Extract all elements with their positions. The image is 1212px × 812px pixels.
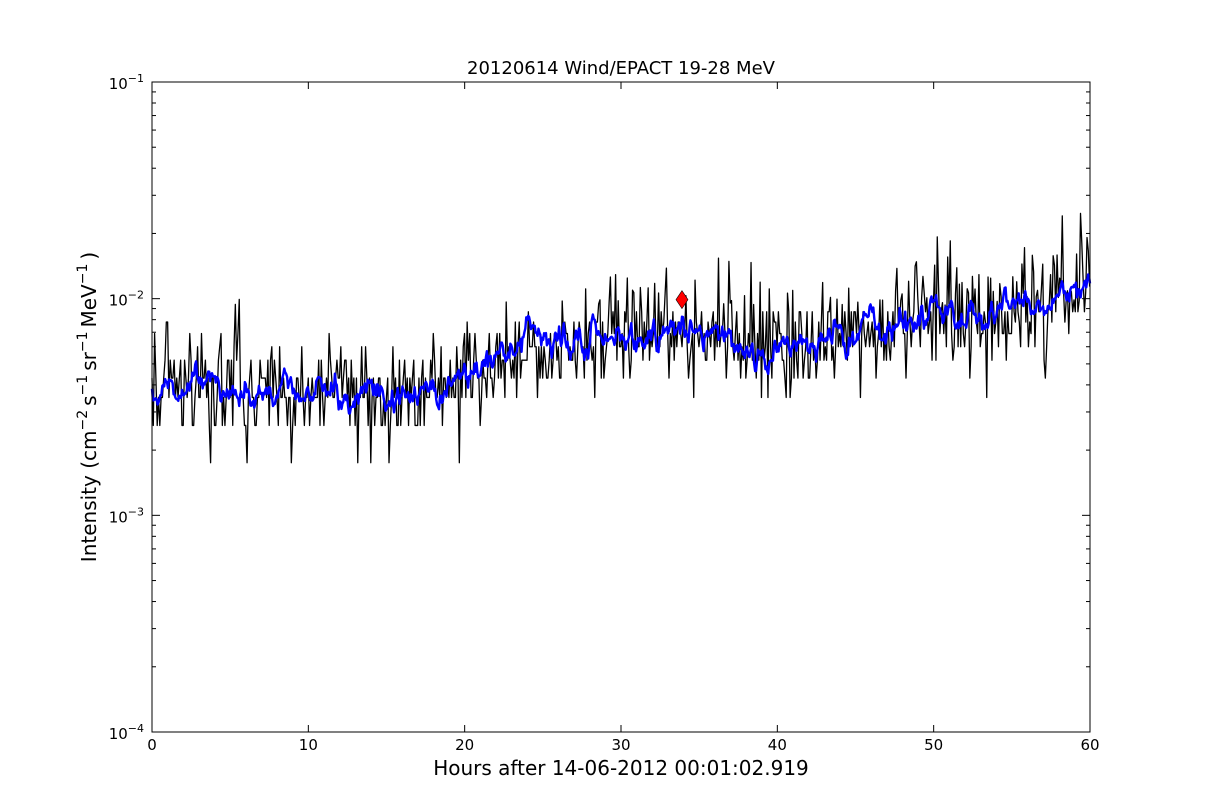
chart-title: 20120614 Wind/EPACT 19-28 MeV xyxy=(467,58,776,79)
smoothed-intensity-series-line xyxy=(150,273,1092,415)
x-tick-labels: 0 10 20 30 40 50 60 xyxy=(147,736,1099,754)
y-label-exp: −1 xyxy=(75,375,91,396)
y-label-exp: −2 xyxy=(75,410,91,431)
x-axis-label: Hours after 14-06-2012 00:01:02.919 xyxy=(433,756,809,780)
y-tick-label: 10−3 xyxy=(109,505,144,526)
y-label-unit: s xyxy=(77,395,101,405)
x-tick-label: 30 xyxy=(611,736,630,754)
tick-layer xyxy=(151,81,1091,733)
y-label-unit: sr xyxy=(77,351,101,370)
y-tick-label: 10−1 xyxy=(109,72,144,93)
x-tick-label: 50 xyxy=(924,736,943,754)
x-tick-label: 10 xyxy=(299,736,318,754)
y-label-exp: −1 xyxy=(75,332,91,353)
raw-intensity-series-line xyxy=(151,212,1091,464)
x-tick-label: 40 xyxy=(768,736,787,754)
y-tick-label: 10−4 xyxy=(109,722,144,743)
y-label-prefix: Intensity (cm xyxy=(77,431,101,563)
x-tick-label: 20 xyxy=(455,736,474,754)
series-layer xyxy=(150,212,1092,464)
y-tick-labels: 10−4 10−3 10−2 10−1 xyxy=(109,72,144,743)
y-label-unit: MeV xyxy=(77,284,101,328)
y-axis-label: Intensity (cm−2s−1sr−1MeV−1) xyxy=(75,252,101,562)
x-tick-label: 0 xyxy=(147,736,157,754)
y-label-exp: −1 xyxy=(75,264,91,285)
y-label-suffix: ) xyxy=(77,252,101,260)
y-tick-label: 10−2 xyxy=(109,289,144,310)
marker-layer xyxy=(675,290,689,310)
onset-marker xyxy=(675,290,689,310)
x-tick-label: 60 xyxy=(1080,736,1099,754)
